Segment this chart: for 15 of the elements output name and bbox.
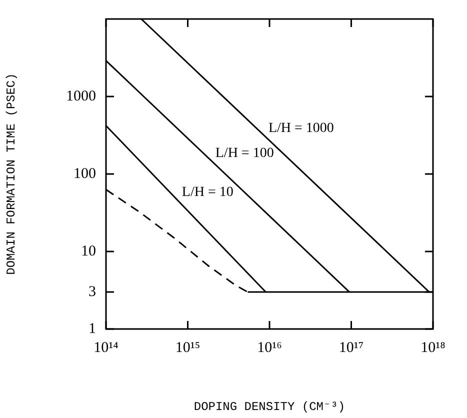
series-label: L/H = 10 [182, 184, 234, 200]
series-label: L/H = 1000 [268, 120, 334, 136]
x-tick-label: 10¹⁸ [420, 340, 446, 356]
x-tick-label: 10¹⁵ [175, 340, 200, 356]
x-tick-label: 10¹⁷ [338, 340, 364, 356]
y-tick-label: 3 [88, 284, 96, 300]
y-tick-label: 100 [74, 166, 96, 182]
x-axis-title: DOPING DENSITY (CM⁻³) [194, 400, 346, 414]
y-tick-label: 1000 [66, 88, 96, 104]
y-tick-label: 10 [81, 243, 96, 260]
x-tick-label: 10¹⁶ [257, 340, 282, 356]
y-axis-title: DOMAIN FORMATION TIME (PSEC) [4, 73, 18, 275]
y-tick-label: 1 [88, 320, 96, 337]
series-label: L/H = 100 [215, 146, 274, 161]
x-tick-label: 10¹⁴ [94, 340, 118, 356]
